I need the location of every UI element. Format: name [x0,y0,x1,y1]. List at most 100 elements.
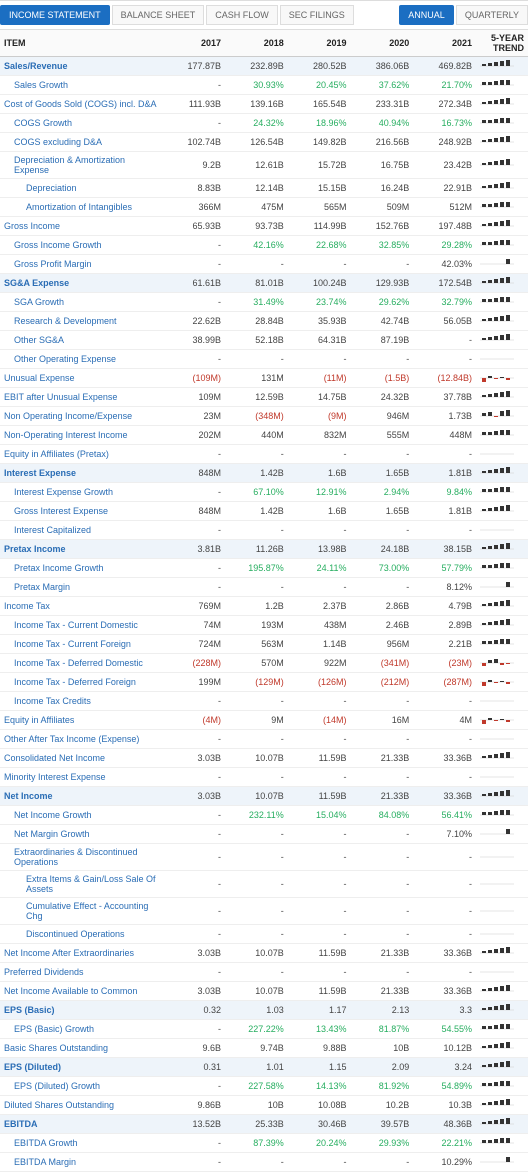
cell-value: 100.24B [288,274,351,293]
row-item[interactable]: Net Margin Growth [0,825,162,844]
cell-value: 848M [162,502,225,521]
cell-value: 35.93B [288,312,351,331]
row-item[interactable]: Interest Expense [0,464,162,483]
row-item[interactable]: Pretax Income Growth [0,559,162,578]
row-item[interactable]: Gross Income Growth [0,236,162,255]
row-item[interactable]: Minority Interest Expense [0,768,162,787]
cell-value: 9.84% [413,483,476,502]
tab-cash-flow[interactable]: CASH FLOW [206,5,278,25]
row-item[interactable]: SG&A Expense [0,274,162,293]
row-item[interactable]: Diluted Shares Outstanding [0,1096,162,1115]
row-item[interactable]: Cost of Goods Sold (COGS) incl. D&A [0,95,162,114]
row-item[interactable]: Extra Items & Gain/Loss Sale Of Assets [0,871,162,898]
tab-annual[interactable]: ANNUAL [399,5,454,25]
row-item[interactable]: Income Tax - Deferred Foreign [0,673,162,692]
table-row: Sales Growth-30.93%20.45%37.62%21.70% [0,76,528,95]
row-item[interactable]: Pretax Margin [0,578,162,597]
row-item[interactable]: EBITDA [0,1115,162,1134]
cell-value: 227.22% [225,1020,288,1039]
row-item[interactable]: EPS (Basic) [0,1001,162,1020]
cell-value: - [162,578,225,597]
row-item[interactable]: Depreciation [0,179,162,198]
cell-value: 563M [225,635,288,654]
cell-value: 9.88B [288,1039,351,1058]
cell-value: 10B [351,1039,414,1058]
row-item[interactable]: Interest Capitalized [0,521,162,540]
row-item[interactable]: Gross Profit Margin [0,255,162,274]
row-item[interactable]: Discontinued Operations [0,925,162,944]
sparkline [476,1077,528,1096]
sparkline [476,540,528,559]
row-item[interactable]: Income Tax Credits [0,692,162,711]
row-item[interactable]: Consolidated Net Income [0,749,162,768]
row-item[interactable]: Gross Income [0,217,162,236]
sparkline [476,502,528,521]
sparkline [476,673,528,692]
row-item[interactable]: Extraordinaries & Discontinued Operation… [0,844,162,871]
row-item[interactable]: Equity in Affiliates [0,711,162,730]
cell-value: - [288,255,351,274]
row-item[interactable]: Sales/Revenue [0,57,162,76]
row-item[interactable]: Basic Shares Outstanding [0,1039,162,1058]
row-item[interactable]: COGS Growth [0,114,162,133]
row-item[interactable]: Net Income [0,787,162,806]
row-item[interactable]: Net Income Growth [0,806,162,825]
cell-value: 469.82B [413,57,476,76]
row-item[interactable]: EBITDA Margin [0,1153,162,1172]
row-item[interactable]: Sales Growth [0,76,162,95]
row-item[interactable]: Other SG&A [0,331,162,350]
tab-quarterly[interactable]: QUARTERLY [456,5,528,25]
cell-value: - [288,871,351,898]
row-item[interactable]: EBIT after Unusual Expense [0,388,162,407]
row-item[interactable]: EPS (Basic) Growth [0,1020,162,1039]
row-item[interactable]: Cumulative Effect - Accounting Chg [0,898,162,925]
row-item[interactable]: EPS (Diluted) Growth [0,1077,162,1096]
tab-balance-sheet[interactable]: BALANCE SHEET [112,5,205,25]
row-item[interactable]: COGS excluding D&A [0,133,162,152]
cell-value: 386.06B [351,57,414,76]
cell-value: 922M [288,654,351,673]
row-item[interactable]: Depreciation & Amortization Expense [0,152,162,179]
tab-sec-filings[interactable]: SEC FILINGS [280,5,354,25]
row-item[interactable]: Income Tax - Current Foreign [0,635,162,654]
tab-income-statement[interactable]: INCOME STATEMENT [0,5,110,25]
cell-value: 25.33B [225,1115,288,1134]
cell-value: - [162,806,225,825]
row-item[interactable]: Net Income Available to Common [0,982,162,1001]
row-item[interactable]: SGA Growth [0,293,162,312]
cell-value: 1.81B [413,464,476,483]
row-item[interactable]: Income Tax - Current Domestic [0,616,162,635]
row-item[interactable]: Preferred Dividends [0,963,162,982]
cell-value: - [162,521,225,540]
row-item[interactable]: Pretax Income [0,540,162,559]
sparkline [476,152,528,179]
row-item[interactable]: Unusual Expense [0,369,162,388]
row-item[interactable]: Income Tax - Deferred Domestic [0,654,162,673]
cell-value: 15.15B [288,179,351,198]
table-row: EBIT after Unusual Expense109M12.59B14.7… [0,388,528,407]
cell-value: 1.6B [288,464,351,483]
row-item[interactable]: Equity in Affiliates (Pretax) [0,445,162,464]
row-item[interactable]: Non Operating Income/Expense [0,407,162,426]
table-row: Interest Capitalized----- [0,521,528,540]
row-item[interactable]: Amortization of Intangibles [0,198,162,217]
table-row: Gross Income Growth-42.16%22.68%32.85%29… [0,236,528,255]
cell-value: 56.05B [413,312,476,331]
sparkline [476,768,528,787]
cell-value: 73.00% [351,559,414,578]
row-item[interactable]: Other Operating Expense [0,350,162,369]
row-item[interactable]: Other After Tax Income (Expense) [0,730,162,749]
cell-value: 7.10% [413,825,476,844]
row-item[interactable]: Non-Operating Interest Income [0,426,162,445]
row-item[interactable]: EPS (Diluted) [0,1058,162,1077]
row-item[interactable]: EBITDA Growth [0,1134,162,1153]
cell-value: - [288,844,351,871]
row-item[interactable]: Gross Interest Expense [0,502,162,521]
row-item[interactable]: Income Tax [0,597,162,616]
row-item[interactable]: Interest Expense Growth [0,483,162,502]
cell-value: - [288,578,351,597]
row-item[interactable]: Net Income After Extraordinaries [0,944,162,963]
row-item[interactable]: Research & Development [0,312,162,331]
cell-value: 13.43% [288,1020,351,1039]
cell-value: 14.13% [288,1077,351,1096]
